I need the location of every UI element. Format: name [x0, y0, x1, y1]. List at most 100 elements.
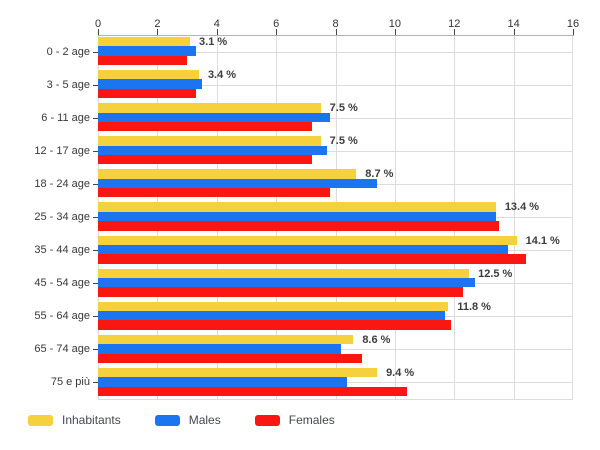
x-tick-mark — [157, 29, 159, 35]
bar-males — [98, 79, 202, 89]
bar-inhabitants — [98, 70, 199, 80]
bar-females — [98, 320, 452, 330]
legend-label: Inhabitants — [62, 413, 121, 427]
data-label: 9.4 % — [386, 366, 415, 379]
x-tick-mark — [98, 29, 99, 35]
legend: Inhabitants Males Females — [28, 413, 335, 427]
x-tick-label: 10 — [388, 18, 401, 30]
legend-swatch-icon — [28, 414, 53, 426]
bar-inhabitants — [98, 202, 496, 212]
category-label: 3 - 5 age — [46, 78, 90, 91]
category-label: 0 - 2 age — [46, 45, 90, 58]
category-tick-mark — [93, 283, 98, 285]
category-gridline — [98, 84, 573, 86]
bar-males — [98, 278, 476, 288]
bar-males — [98, 311, 446, 321]
category-tick-mark — [93, 84, 98, 86]
bar-inhabitants — [98, 268, 470, 278]
x-tick-label: 8 — [332, 18, 339, 30]
category-label: 12 - 17 age — [34, 144, 90, 157]
x-tick-label: 6 — [273, 18, 280, 30]
x-tick-mark — [513, 29, 515, 35]
bar-females — [98, 386, 407, 396]
category-label: 6 - 11 age — [41, 111, 90, 124]
x-tick-mark — [454, 29, 456, 35]
data-label: 13.4 % — [504, 201, 540, 214]
data-label: 14.1 % — [525, 234, 560, 247]
data-label: 12.5 % — [478, 267, 513, 280]
bar-males — [98, 244, 508, 255]
category-tick-mark — [93, 150, 98, 152]
x-tick-mark — [216, 29, 218, 35]
bar-females — [98, 254, 526, 264]
bar-inhabitants — [98, 37, 191, 47]
category-tick-mark — [93, 349, 98, 351]
bar-males — [98, 178, 378, 189]
category-tick-mark — [93, 183, 98, 185]
bar-males — [98, 46, 196, 56]
legend-item-females: Females — [254, 413, 335, 427]
x-tick-label: 14 — [507, 18, 520, 30]
bar-males — [98, 377, 348, 387]
x-tick-label: 12 — [448, 18, 461, 30]
bar-inhabitants — [98, 334, 354, 345]
category-label: 45 - 54 age — [34, 277, 90, 290]
category-label: 65 - 74 age — [34, 343, 90, 356]
category-label: 18 - 24 age — [34, 177, 90, 190]
bar-inhabitants — [98, 301, 449, 312]
data-label: 7.5 % — [329, 102, 358, 115]
category-tick-mark — [93, 117, 98, 119]
x-tick-mark — [276, 29, 278, 35]
x-tick-mark — [394, 29, 396, 35]
data-label: 7.5 % — [329, 135, 358, 148]
bar-males — [98, 112, 330, 122]
category-label: 35 - 44 age — [34, 244, 90, 257]
category-tick-mark — [93, 217, 98, 218]
bar-males — [98, 211, 496, 222]
bar-females — [98, 287, 464, 297]
bar-inhabitants — [98, 235, 517, 245]
category-gridline — [98, 150, 573, 152]
category-label: 25 - 34 age — [34, 211, 90, 223]
bar-males — [98, 145, 327, 155]
x-tick-label: 0 — [94, 18, 102, 30]
category-gridline — [98, 117, 573, 119]
bar-females — [98, 55, 188, 66]
bar-females — [98, 155, 312, 165]
legend-item-males: Males — [154, 413, 221, 427]
x-tick-label: 2 — [154, 18, 161, 30]
x-tick-label: 4 — [213, 18, 220, 30]
category-tick-mark — [93, 382, 98, 384]
category-gridline — [98, 51, 573, 53]
bar-inhabitants — [98, 103, 321, 113]
bar-females — [98, 188, 330, 198]
bar-females — [98, 121, 312, 132]
legend-swatch-icon — [254, 414, 280, 426]
category-tick-mark — [93, 51, 98, 53]
category-label: 75 e più — [50, 376, 90, 389]
category-tick-mark — [93, 250, 98, 252]
data-label: 8.6 % — [362, 333, 391, 346]
x-tick-label: 16 — [566, 18, 580, 30]
data-label: 3.4 % — [207, 69, 237, 82]
data-label: 8.7 % — [365, 168, 394, 181]
category-label: 55 - 64 age — [34, 310, 90, 323]
x-tick-mark — [573, 29, 574, 35]
bar-females — [98, 353, 363, 363]
bar-inhabitants — [98, 169, 357, 179]
legend-item-inhabitants: Inhabitants — [28, 413, 121, 427]
bar-females — [98, 221, 499, 231]
plot-area: 3.1 % 3.4 % 7.5 % 7.5 % 8.7 % 13.4 % 14.1 % 12.… — [98, 35, 573, 400]
category-tick-mark — [93, 316, 98, 318]
bar-females — [98, 88, 196, 99]
bar-inhabitants — [98, 136, 321, 146]
bar-males — [98, 344, 342, 354]
data-label: 11.8 % — [457, 300, 491, 313]
x-tick-mark — [335, 29, 337, 35]
bar-inhabitants — [98, 367, 378, 378]
data-label: 3.1 % — [199, 36, 228, 48]
legend-label: Females — [288, 413, 335, 427]
legend-label: Males — [188, 413, 221, 427]
x-axis-line — [98, 35, 574, 36]
